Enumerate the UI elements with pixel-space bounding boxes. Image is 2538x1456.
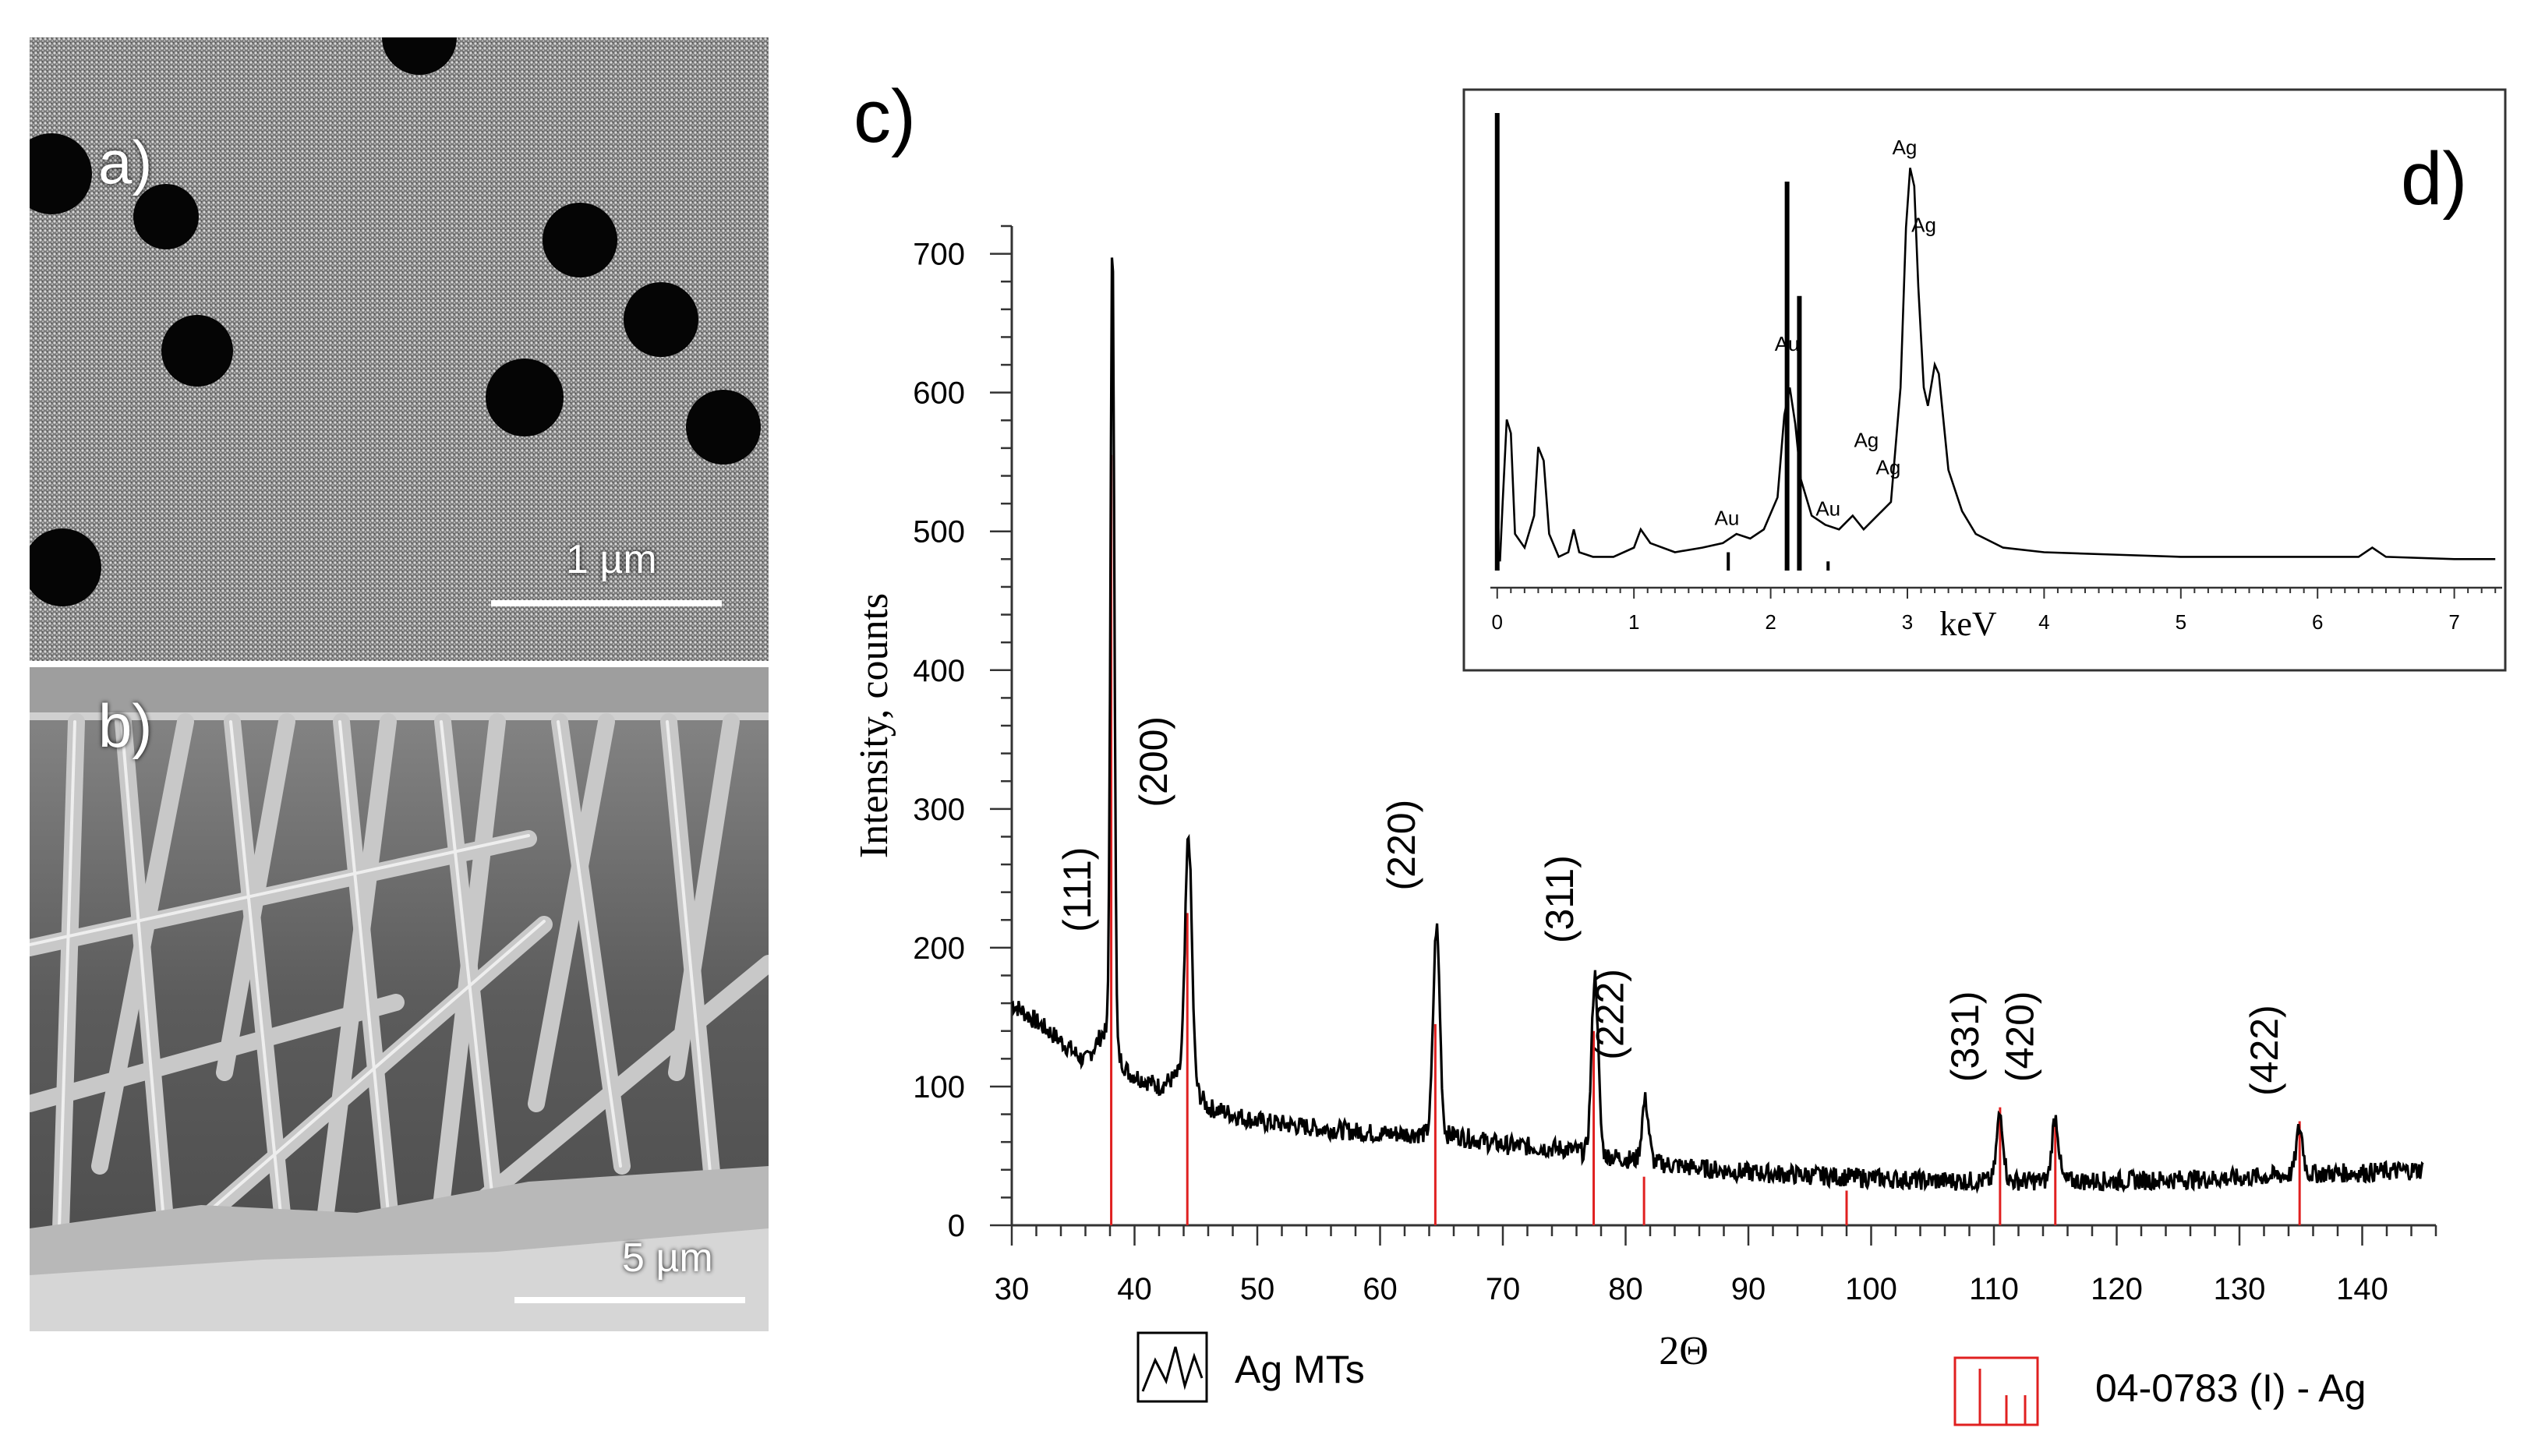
scale-bar-label: 1 µm [566, 537, 657, 582]
x-tick-label: 50 [1240, 1272, 1275, 1306]
x-tick-label: 80 [1608, 1272, 1643, 1306]
scale-bar [514, 1297, 745, 1303]
eds-peak-label: Au [1715, 506, 1740, 529]
eds-x-tick-label: 2 [1765, 610, 1776, 634]
y-tick-label: 500 [913, 515, 965, 550]
pore [486, 359, 564, 436]
eds-axes: 0 1 2 3 4 5 6 7 keV [1490, 586, 2502, 643]
eds-x-tick-label: 0 [1492, 610, 1503, 634]
y-tick-label: 200 [913, 931, 965, 966]
y-tick-label: 700 [913, 238, 965, 272]
sem-image-cross-section: b) 5 µm [30, 667, 769, 1331]
eds-peak-label: Au [1775, 332, 1800, 355]
eds-peak-label: Ag [1876, 456, 1901, 479]
panel-label-d: d) [2401, 137, 2468, 221]
sem-image-top-view: a) 1 µm [30, 37, 769, 661]
y-tick-label: 400 [913, 654, 965, 688]
panel-label-c: c) [854, 75, 916, 158]
eds-x-tick-label: 4 [2038, 610, 2049, 634]
y-tick-label: 100 [913, 1070, 965, 1104]
eds-x-tick-label: 7 [2448, 610, 2459, 634]
x-tick-label: 110 [1969, 1272, 2019, 1306]
pores [30, 37, 761, 606]
eds-peak-label: Ag [1911, 214, 1936, 237]
eds-markers [1494, 113, 1830, 571]
x-tick-label: 70 [1486, 1272, 1521, 1306]
eds-peak-labels: Ag Ag Au Ag Ag Au Au [1715, 136, 1936, 529]
scale-bar-label: 5 µm [622, 1235, 713, 1281]
miller-index-label: (311) [1538, 855, 1582, 943]
y-tick-label: 300 [913, 793, 965, 827]
eds-x-axis-label: keV [1939, 605, 1997, 643]
x-tick-label: 30 [995, 1272, 1030, 1306]
pore [382, 37, 457, 75]
pore [543, 203, 617, 277]
legend-line-sample [1141, 1346, 1204, 1392]
miller-index-label: (220) [1380, 800, 1423, 891]
miller-index-label: (111) [1055, 847, 1099, 932]
y-tick-label: 0 [948, 1209, 965, 1243]
eds-peak-label: Ag [1854, 429, 1879, 452]
x-tick-label: 90 [1731, 1272, 1766, 1306]
legend-label-reference: 04-0783 (I) - Ag [2095, 1366, 2367, 1410]
x-tick-label: 100 [1845, 1272, 1897, 1306]
xrd-pattern-line [1011, 257, 2424, 1194]
eds-inset-frame [1462, 88, 2507, 672]
eds-peak-label: Ag [1893, 136, 1918, 159]
pore [161, 315, 233, 387]
panel-label-b: b) [98, 691, 153, 760]
y-tick-label: 600 [913, 376, 965, 411]
sem-texture-b [30, 667, 769, 1331]
x-tick-label: 140 [2336, 1272, 2388, 1306]
legend [1136, 1331, 2039, 1426]
eds-x-tick-label: 5 [2176, 610, 2186, 634]
miller-index-label: (420) [1999, 991, 2042, 1082]
eds-spectrum-line [1499, 168, 2496, 562]
y-axis-label: Intensity, counts [852, 593, 896, 858]
x-tick-label: 60 [1363, 1272, 1398, 1306]
eds-x-tick-label: 6 [2312, 610, 2323, 634]
pore [133, 184, 199, 249]
miller-index-labels: (111) (200) (220) (311)(222) (331) (420) (422) [1055, 716, 2286, 1096]
x-tick-label: 130 [2214, 1272, 2266, 1306]
eds-x-tick-label: 3 [1902, 610, 1913, 634]
xrd-axes: 30 40 50 60 70 80 90 100 110 120 130 14001002003004… [852, 224, 2437, 1373]
scale-bar [491, 600, 722, 606]
pore [624, 282, 698, 357]
panel-label-a: a) [98, 128, 153, 196]
miller-index-label: (331) [1943, 991, 1987, 1082]
pore [30, 528, 101, 606]
miller-index-label: (200) [1132, 716, 1175, 808]
pore [686, 390, 761, 465]
x-axis-label: 2Θ [1659, 1329, 1709, 1373]
x-tick-label: 40 [1117, 1272, 1152, 1306]
legend-label-ag-mts: Ag MTs [1235, 1348, 1365, 1391]
miller-index-label: (222) [1589, 969, 1632, 1060]
x-tick-label: 120 [2091, 1272, 2143, 1306]
miller-index-label: (422) [2243, 1005, 2286, 1096]
legend-glyph-reference [1953, 1356, 2039, 1426]
eds-peak-label: Au [1815, 497, 1840, 521]
sem-texture-a [30, 37, 769, 661]
eds-x-tick-label: 1 [1628, 610, 1639, 634]
pore [30, 133, 92, 214]
legend-glyph-ag-mts [1136, 1331, 1208, 1403]
